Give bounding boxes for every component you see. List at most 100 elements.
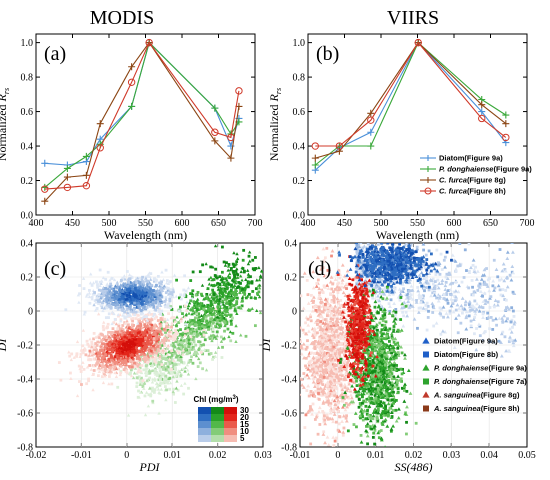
scatter-point — [473, 299, 477, 303]
scatter-point — [483, 301, 488, 305]
scatter-point — [345, 414, 348, 418]
scatter-point — [90, 297, 94, 301]
scatter-point — [509, 337, 514, 342]
scatter-point — [167, 291, 172, 295]
scatter-point — [251, 290, 255, 293]
scatter-point — [150, 327, 154, 331]
scatter-point — [100, 375, 104, 379]
scatter-point — [159, 288, 163, 292]
scatter-point — [225, 301, 229, 305]
scatter-point — [124, 351, 128, 355]
scatter-point — [136, 321, 140, 325]
scatter-point — [491, 318, 495, 322]
scatter-point — [438, 294, 443, 299]
scatter-point — [143, 323, 147, 326]
scatter-point — [156, 274, 160, 278]
scatter-point — [108, 278, 112, 282]
scatter-point — [333, 304, 338, 308]
scatter-point — [181, 331, 185, 335]
scatter-point — [174, 355, 178, 359]
scatter-point — [447, 273, 450, 276]
scatter-point — [179, 374, 183, 378]
scatter-point — [137, 375, 141, 379]
scatter-point — [222, 260, 226, 264]
scatter-point — [129, 359, 132, 363]
scatter-point — [125, 342, 128, 346]
scatter-point — [496, 283, 501, 288]
scatter-point — [212, 292, 216, 296]
scatter-point — [87, 358, 90, 362]
scatter-point — [431, 277, 435, 281]
scatter-point — [128, 335, 132, 339]
scatter-point — [472, 305, 477, 310]
scatter-point — [392, 301, 397, 306]
y-tick-label: -0.4 — [17, 375, 33, 386]
scatter-point — [228, 330, 233, 334]
scatter-point — [143, 301, 148, 305]
scatter-point — [309, 393, 313, 397]
scatter-point — [140, 316, 144, 320]
scatter-point — [156, 330, 160, 333]
point-cfurca_g — [63, 173, 71, 181]
scatter-point — [331, 461, 335, 464]
scatter-point — [341, 391, 345, 395]
scatter-point — [166, 303, 170, 307]
scatter-point — [102, 293, 106, 297]
scatter-point — [245, 237, 248, 240]
legend-marker-cfurca_h — [424, 187, 432, 195]
scatter-point — [425, 281, 430, 285]
scatter-point — [141, 280, 145, 284]
scatter-point — [147, 310, 152, 314]
scatter-point — [141, 335, 144, 339]
scatter-point — [201, 367, 204, 371]
scatter-point — [174, 332, 178, 336]
scatter-point — [452, 290, 456, 294]
scatter-point — [143, 413, 148, 417]
x-tick-label: 500 — [102, 218, 117, 229]
scatter-point — [90, 342, 94, 346]
scatter-point — [135, 286, 139, 290]
scatter-point — [167, 312, 170, 316]
scatter-point — [374, 243, 379, 244]
scatter-point — [75, 340, 80, 344]
scatter-point — [187, 386, 190, 390]
scatter-point — [126, 350, 130, 353]
scatter-point — [91, 363, 96, 368]
scatter-point — [509, 320, 513, 324]
scatter-point — [183, 365, 188, 370]
scatter-point — [485, 284, 490, 288]
scatter-point — [312, 341, 316, 344]
scatter-point — [217, 302, 220, 306]
scatter-point — [102, 320, 106, 324]
scatter-point — [238, 274, 243, 278]
scatter-point — [206, 349, 210, 352]
scatter-point — [138, 321, 142, 324]
scatter-point — [130, 285, 135, 289]
x-tick-label: 0.03 — [254, 450, 272, 461]
scatter-point — [422, 263, 426, 267]
scatter-point — [164, 348, 168, 353]
scatter-point — [160, 327, 163, 331]
scatter-point — [118, 352, 122, 355]
scatter-point — [340, 335, 344, 339]
scatter-point — [107, 312, 111, 316]
scatter-point — [164, 268, 168, 272]
scatter-point — [479, 277, 484, 281]
scatter-point — [111, 327, 115, 331]
scatter-point — [341, 414, 346, 418]
scatter-point — [332, 307, 336, 311]
scatter-point — [148, 330, 152, 334]
legend-marker-cfurca_g — [425, 177, 431, 183]
scatter-point — [80, 383, 83, 386]
scatter-point — [314, 365, 318, 369]
scatter-point — [209, 311, 213, 315]
scatter-point — [231, 262, 235, 266]
scatter-point — [140, 297, 143, 301]
scatter-point — [243, 286, 247, 290]
scatter-point — [501, 330, 505, 334]
scatter-point — [342, 308, 346, 312]
scatter-point — [144, 367, 149, 371]
scatter-point — [135, 305, 139, 309]
scatter-point — [78, 354, 82, 359]
scatter-point — [138, 297, 142, 301]
